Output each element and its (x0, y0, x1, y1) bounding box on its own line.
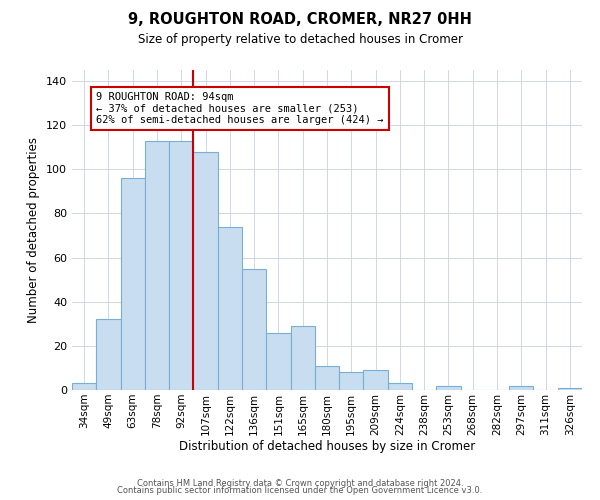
Text: 9 ROUGHTON ROAD: 94sqm
← 37% of detached houses are smaller (253)
62% of semi-de: 9 ROUGHTON ROAD: 94sqm ← 37% of detached… (96, 92, 384, 126)
Bar (364, 370, 388, 390)
Bar (266, 332, 290, 390)
Bar (388, 384, 412, 390)
Bar (290, 326, 315, 390)
Bar (339, 372, 364, 390)
Bar (96, 320, 121, 390)
Bar (169, 140, 193, 390)
Bar (509, 386, 533, 390)
Bar (193, 152, 218, 390)
Text: Contains public sector information licensed under the Open Government Licence v3: Contains public sector information licen… (118, 486, 482, 495)
Y-axis label: Number of detached properties: Number of detached properties (28, 137, 40, 323)
Text: Size of property relative to detached houses in Cromer: Size of property relative to detached ho… (137, 32, 463, 46)
Text: Contains HM Land Registry data © Crown copyright and database right 2024.: Contains HM Land Registry data © Crown c… (137, 478, 463, 488)
Bar (145, 140, 169, 390)
Bar (315, 366, 339, 390)
Bar (558, 388, 582, 390)
X-axis label: Distribution of detached houses by size in Cromer: Distribution of detached houses by size … (179, 440, 475, 454)
Bar (242, 268, 266, 390)
Text: 9, ROUGHTON ROAD, CROMER, NR27 0HH: 9, ROUGHTON ROAD, CROMER, NR27 0HH (128, 12, 472, 28)
Bar (121, 178, 145, 390)
Bar (218, 226, 242, 390)
Bar (72, 384, 96, 390)
Bar (436, 386, 461, 390)
